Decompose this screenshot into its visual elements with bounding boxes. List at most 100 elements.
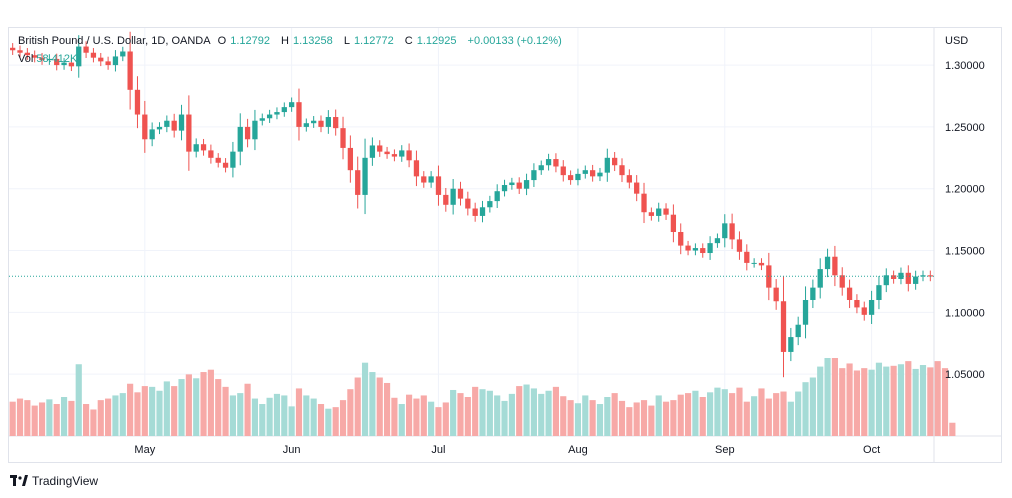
x-tick-label: Sep bbox=[715, 444, 735, 456]
volume-bar bbox=[361, 362, 369, 436]
volume-bar bbox=[310, 398, 317, 436]
volume-bar bbox=[530, 388, 537, 436]
candle-body bbox=[230, 151, 236, 168]
volume-bar bbox=[692, 390, 699, 436]
volume-bar bbox=[662, 401, 670, 436]
candle-body bbox=[560, 166, 566, 176]
candle-body bbox=[751, 262, 757, 264]
volume-bar bbox=[38, 402, 46, 436]
branding-text: TradingView bbox=[32, 474, 99, 488]
volume-bar bbox=[912, 368, 919, 436]
volume-bar bbox=[127, 383, 134, 436]
candle-body bbox=[868, 300, 875, 315]
candle-body bbox=[619, 165, 625, 176]
candle-body bbox=[311, 120, 317, 124]
close-label: C bbox=[404, 35, 413, 47]
candle-body bbox=[876, 285, 882, 300]
volume-bar bbox=[897, 364, 905, 436]
volume-bar bbox=[853, 370, 860, 436]
candle-body bbox=[802, 300, 809, 325]
symbol-title[interactable]: British Pound / U.S. Dollar, 1D, OANDA bbox=[18, 35, 211, 47]
volume-bar bbox=[721, 389, 728, 436]
volume-bar bbox=[824, 358, 831, 436]
candle-body bbox=[391, 154, 398, 157]
candle-body bbox=[846, 287, 853, 300]
candle-body bbox=[810, 287, 816, 300]
volume-bar bbox=[802, 382, 809, 436]
volume-bar bbox=[743, 401, 750, 436]
candle-body bbox=[149, 129, 155, 140]
volume-bar bbox=[846, 363, 853, 436]
candle-body bbox=[516, 182, 522, 189]
volume-bar bbox=[53, 404, 60, 436]
volume-bar bbox=[288, 406, 295, 436]
volume-bar bbox=[875, 362, 883, 436]
candle-body bbox=[663, 208, 669, 215]
open-value: 1.12792 bbox=[230, 35, 270, 47]
candle-body bbox=[678, 232, 684, 246]
candle-body bbox=[501, 185, 508, 192]
volume-bar bbox=[369, 372, 376, 436]
volume-bar bbox=[90, 409, 97, 436]
volume-bar bbox=[281, 395, 288, 436]
candle-body bbox=[494, 191, 500, 202]
y-tick-label: 1.30000 bbox=[945, 60, 985, 72]
volume-bar bbox=[435, 407, 442, 436]
candle-body bbox=[435, 176, 442, 195]
candle-body bbox=[832, 256, 838, 276]
candle-body bbox=[421, 176, 427, 183]
candle-body bbox=[266, 114, 273, 119]
volume-bar bbox=[883, 366, 890, 436]
candle-body bbox=[523, 180, 530, 189]
candle-body bbox=[355, 170, 361, 195]
volume-bar bbox=[508, 393, 515, 436]
volume-bar bbox=[765, 398, 772, 436]
candle-body bbox=[582, 170, 588, 174]
x-tick-label: Oct bbox=[863, 444, 880, 456]
volume-bar bbox=[295, 388, 303, 436]
volume-bar bbox=[501, 400, 508, 436]
volume-bar bbox=[24, 400, 31, 436]
volume-bar bbox=[934, 361, 941, 436]
candle-body bbox=[288, 102, 295, 108]
volume-bar bbox=[317, 404, 325, 436]
candle-body bbox=[905, 272, 911, 284]
candle-body bbox=[237, 126, 243, 152]
candle-body bbox=[795, 324, 801, 338]
candle-body bbox=[303, 123, 309, 127]
volume-bar bbox=[941, 368, 949, 436]
volume-bar bbox=[839, 368, 846, 436]
tradingview-logo[interactable]: TradingView bbox=[10, 474, 98, 488]
candle-body bbox=[39, 57, 45, 61]
volume-bar bbox=[398, 404, 405, 436]
candle-body bbox=[824, 256, 831, 270]
volume-bar bbox=[31, 405, 38, 436]
volume-bar bbox=[420, 395, 427, 436]
volume-bar bbox=[707, 392, 714, 436]
volume-bar bbox=[670, 400, 677, 436]
volume-bar bbox=[494, 395, 501, 436]
volume-bar bbox=[185, 374, 192, 436]
y-tick-label: 1.20000 bbox=[945, 184, 985, 196]
volume-bar bbox=[259, 404, 266, 436]
volume-bar bbox=[149, 386, 156, 436]
candle-body bbox=[413, 160, 420, 177]
candle-body bbox=[612, 157, 618, 166]
volume-bar bbox=[229, 395, 236, 436]
volume-bar bbox=[68, 400, 75, 436]
candle-body bbox=[369, 145, 376, 158]
volume-bar bbox=[545, 390, 552, 436]
candle-body bbox=[259, 118, 265, 121]
volume-bar bbox=[817, 366, 824, 436]
candle-body bbox=[164, 120, 170, 127]
volume-bar bbox=[251, 398, 259, 436]
y-tick-label: 1.15000 bbox=[945, 246, 985, 258]
candle-body bbox=[200, 144, 207, 151]
candle-body bbox=[589, 170, 596, 177]
candle-body bbox=[325, 117, 331, 127]
candle-body bbox=[193, 144, 199, 152]
candle-body bbox=[215, 157, 221, 163]
volume-bar bbox=[927, 367, 934, 436]
volume-bar bbox=[332, 407, 339, 436]
